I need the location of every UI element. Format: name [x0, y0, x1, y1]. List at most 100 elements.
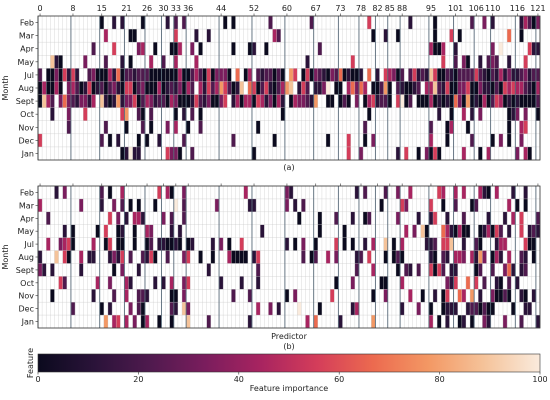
heatmap-cell	[437, 81, 442, 95]
heatmap-cell	[136, 263, 141, 277]
heatmap-cell	[511, 263, 516, 277]
heatmap-cell	[124, 211, 129, 225]
heatmap-cell	[87, 94, 92, 108]
heatmap-cell	[457, 250, 462, 264]
heatmap-cell	[507, 276, 512, 290]
heatmap-cell	[272, 29, 277, 43]
heatmap-cell	[395, 146, 401, 161]
heatmap-cell	[70, 302, 76, 316]
heatmap-cell	[112, 16, 117, 30]
heatmap-cell	[95, 224, 100, 238]
heatmap-cell	[235, 250, 240, 264]
heatmap-cell	[50, 55, 55, 69]
heatmap-cell	[161, 237, 166, 251]
heatmap-cell	[346, 68, 351, 82]
heatmap-cell	[165, 68, 170, 82]
heatmap-cell	[66, 120, 71, 134]
heatmap-cell	[83, 94, 88, 108]
heatmap-cell	[490, 42, 495, 56]
heatmap-cell	[173, 237, 178, 251]
heatmap-cell	[342, 94, 347, 108]
heatmap-cell	[350, 211, 355, 225]
heatmap-cell	[523, 237, 528, 251]
predictor-tick-label: 85	[385, 4, 395, 13]
predictor-tick-label: 44	[216, 4, 226, 13]
heatmap-cell	[379, 81, 384, 95]
heatmap-cell	[247, 68, 253, 82]
heatmap-cell	[305, 68, 310, 82]
heatmap-cell	[284, 186, 290, 199]
heatmap-cell	[507, 289, 512, 303]
heatmap-cell	[202, 81, 207, 95]
heatmap-cell	[260, 224, 265, 238]
heatmap-cell	[354, 302, 359, 316]
heatmap-cell	[169, 276, 174, 290]
heatmap-cell	[428, 133, 434, 147]
heatmap-cell	[313, 81, 318, 95]
heatmap-cell	[247, 198, 253, 212]
heatmap-cell	[490, 55, 495, 69]
heatmap-cell	[42, 94, 47, 108]
heatmap-cell	[428, 94, 434, 108]
month-tick-label: Nov	[18, 292, 34, 301]
heatmap-cell	[132, 224, 137, 238]
heatmap-cell	[120, 198, 125, 212]
predictor-tick-label: 116	[510, 4, 525, 13]
heatmap-cell	[42, 81, 47, 95]
heatmap-cell	[256, 120, 261, 134]
heatmap-cell	[99, 16, 104, 30]
heatmap-cell	[235, 94, 240, 108]
heatmap-cell	[482, 302, 487, 316]
heatmap-cell	[116, 250, 121, 264]
heatmap-cell	[198, 42, 203, 56]
heatmap-cell	[531, 42, 536, 56]
heatmap-cell	[149, 55, 154, 69]
heatmap-cell	[132, 146, 137, 161]
heatmap-cell	[470, 16, 475, 30]
heatmap-cell	[502, 94, 508, 108]
heatmap-cell	[354, 81, 359, 95]
heatmap-cell	[519, 211, 524, 225]
heatmap-cell	[486, 94, 491, 108]
heatmap-cell	[177, 94, 183, 108]
heatmap-cell	[400, 81, 405, 95]
heatmap-cell	[330, 289, 335, 303]
heatmap-cell	[523, 146, 528, 161]
heatmap-cell	[144, 289, 150, 303]
heatmap-cell	[112, 68, 117, 82]
heatmap-cell	[182, 68, 187, 82]
heatmap-cell	[445, 289, 450, 303]
colorbar-tick-label: 40	[234, 375, 244, 384]
heatmap-cell	[515, 68, 520, 82]
heatmap-cell	[256, 263, 261, 277]
heatmap-cell	[334, 237, 339, 251]
heatmap-cell	[395, 250, 401, 264]
heatmap-cell	[169, 146, 174, 161]
heatmap-cell	[264, 81, 269, 95]
heatmap-cell	[428, 81, 434, 95]
heatmap-cell	[367, 16, 372, 30]
heatmap-cell	[511, 302, 516, 316]
heatmap-cell	[289, 81, 294, 95]
heatmap-cell	[445, 237, 450, 251]
heatmap-cell	[83, 107, 88, 121]
heatmap-cell	[280, 107, 285, 121]
heatmap-cell	[350, 81, 355, 95]
heatmap-cell	[132, 237, 137, 251]
heatmap-cell	[470, 81, 475, 95]
heatmap-cell	[136, 133, 141, 147]
heatmap-cell	[441, 68, 446, 82]
heatmap-cell	[214, 68, 220, 82]
heatmap-cell	[112, 81, 117, 95]
heatmap-cell	[371, 237, 376, 251]
heatmap-cell	[498, 250, 504, 264]
month-tick-label: Sept	[16, 97, 34, 106]
predictor-tick-label: 21	[121, 4, 131, 13]
heatmap-cell	[219, 237, 224, 251]
heatmap-cell	[153, 81, 158, 95]
heatmap-cell	[527, 302, 532, 316]
heatmap-cell	[227, 237, 232, 251]
heatmap-cell	[494, 250, 499, 264]
heatmap-cell	[128, 55, 133, 69]
